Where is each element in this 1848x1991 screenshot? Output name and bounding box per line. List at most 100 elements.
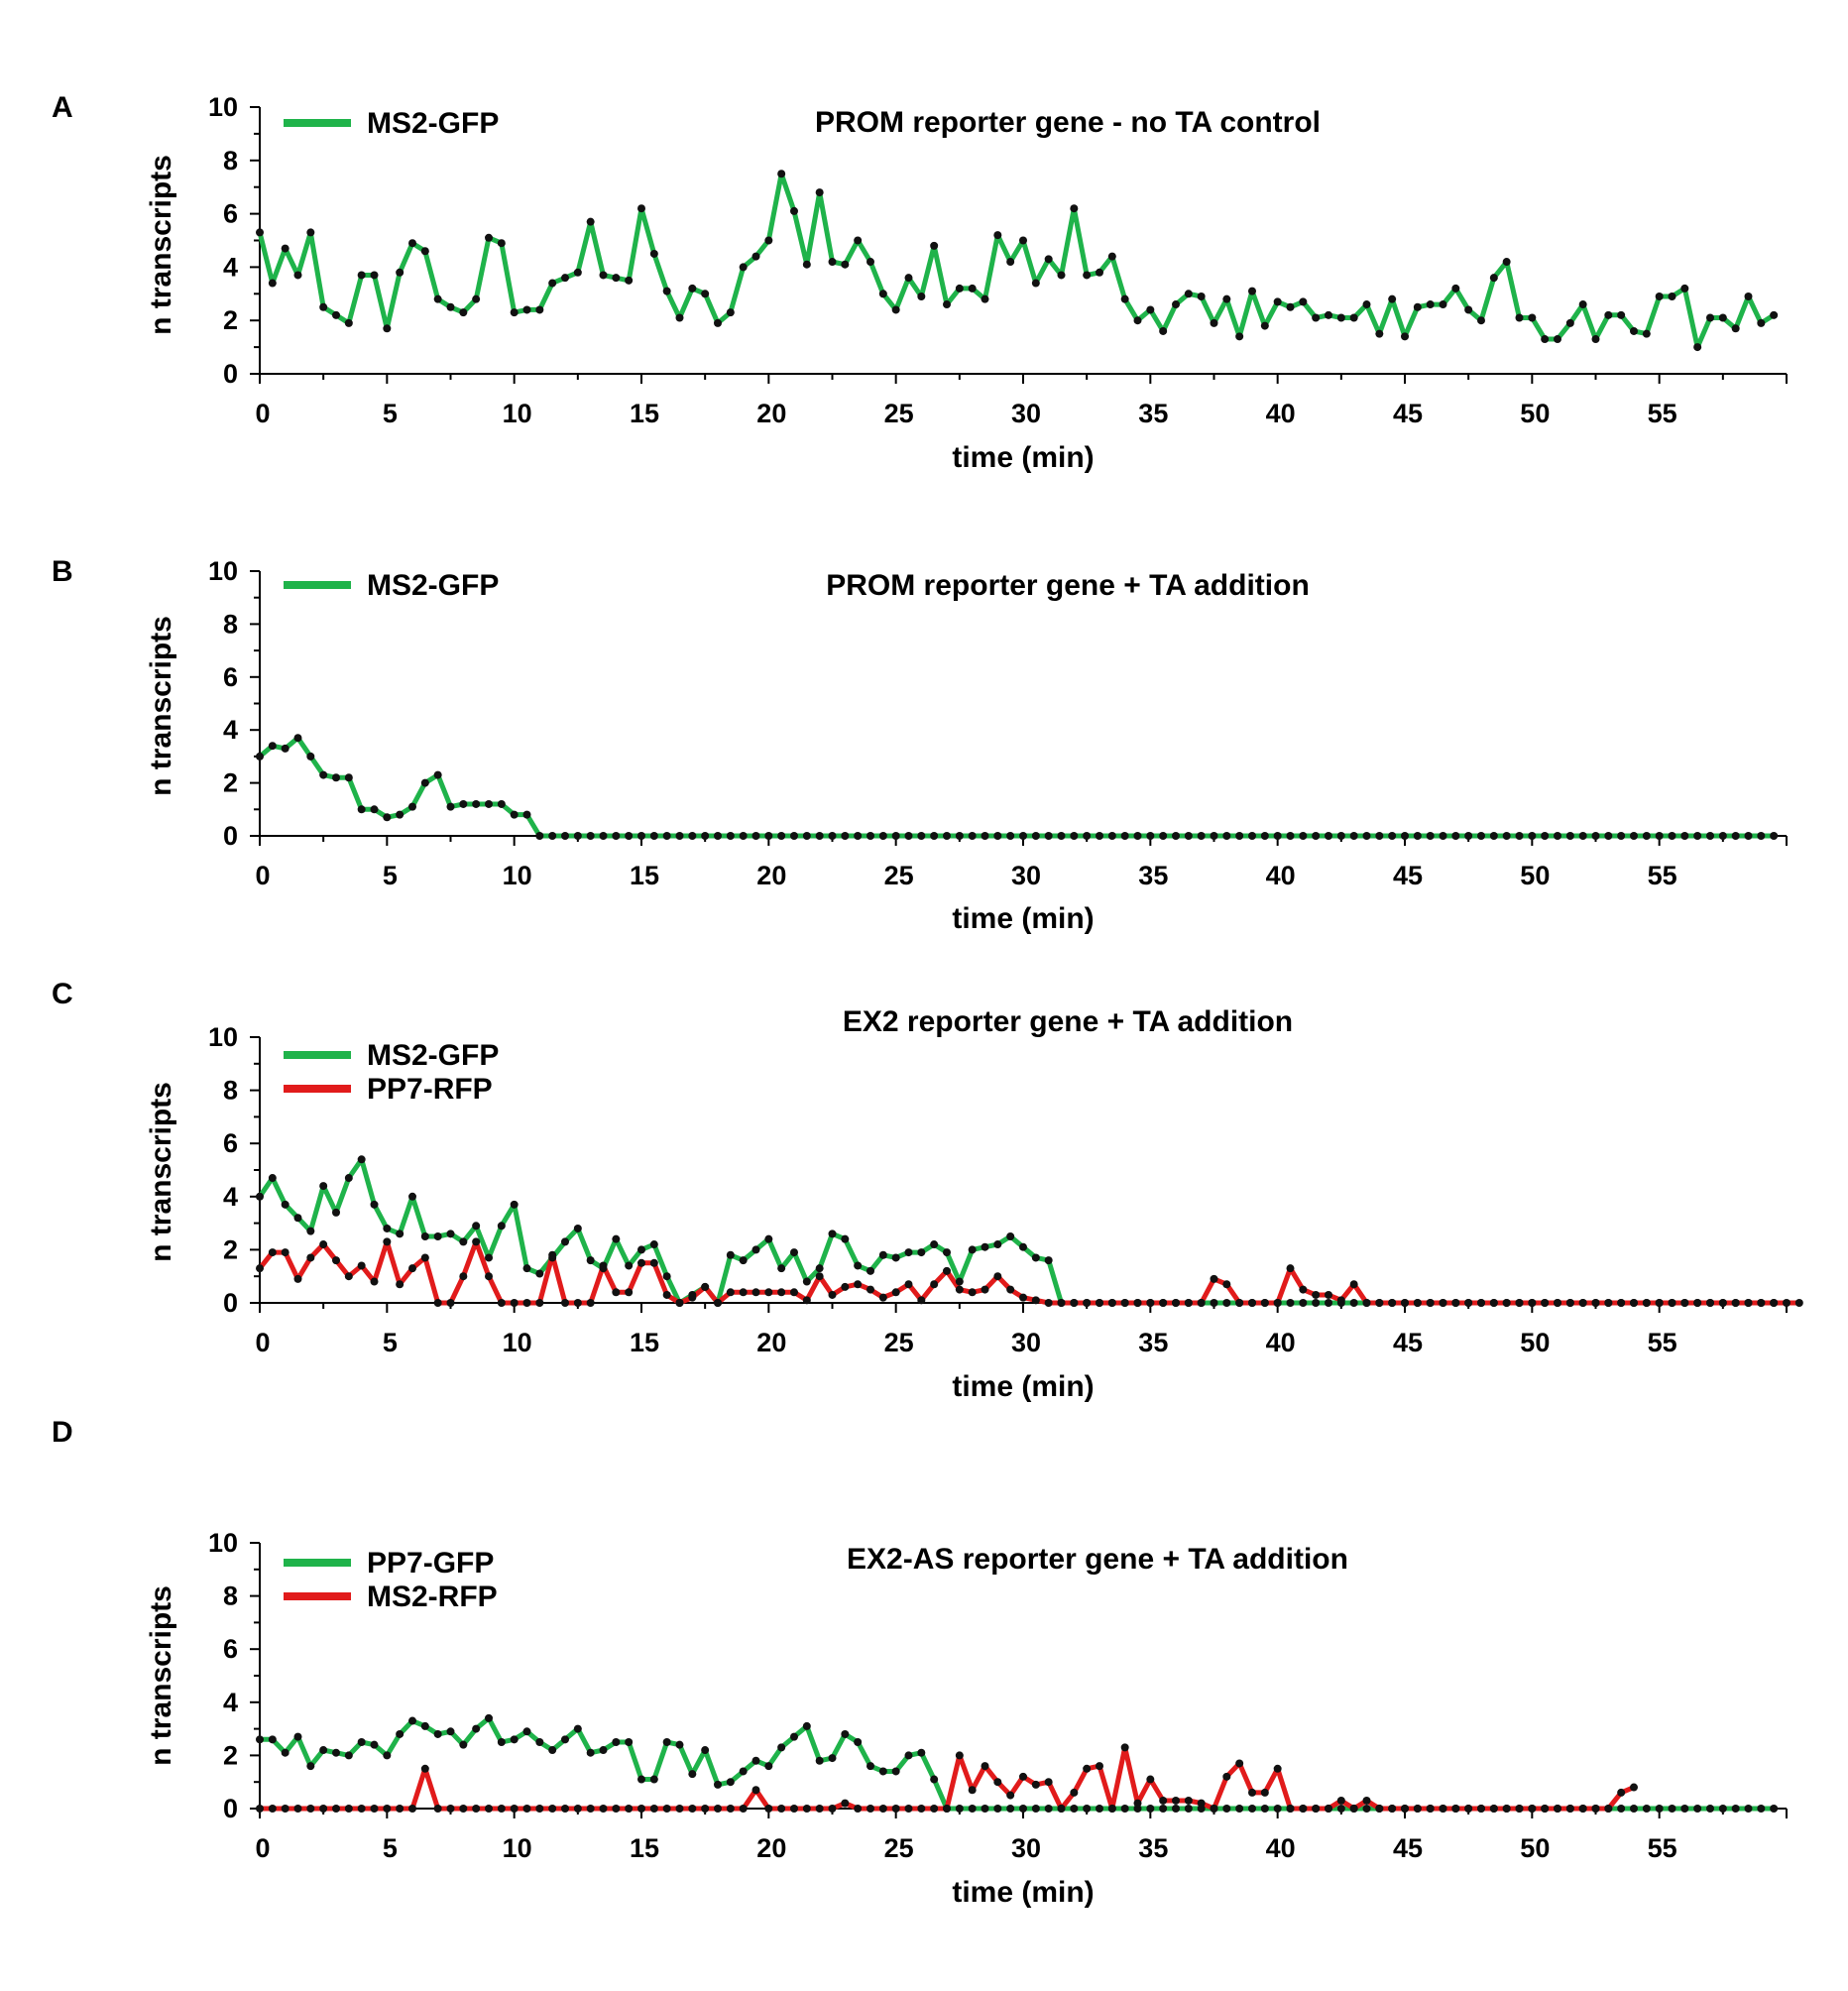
x-tick-label: 30 (1011, 861, 1041, 890)
data-point (1146, 1299, 1155, 1307)
data-point (891, 1805, 900, 1813)
data-point (485, 1272, 493, 1281)
legend-label-ms2-gfp: MS2-GFP (367, 107, 499, 140)
y-tick-label: 6 (223, 662, 238, 692)
data-point (662, 1272, 671, 1281)
y-tick-label: 4 (223, 715, 238, 745)
data-point (1083, 832, 1092, 840)
data-point (815, 832, 824, 840)
data-point (319, 1240, 328, 1249)
data-point (1655, 1299, 1664, 1307)
data-point (891, 1253, 900, 1262)
y-axis-label: n transcripts (145, 1585, 177, 1766)
data-point (662, 1805, 671, 1813)
x-tick-label: 30 (1011, 1328, 1041, 1357)
data-point (586, 1805, 595, 1813)
data-point (637, 832, 645, 840)
x-tick-label: 35 (1138, 861, 1168, 890)
data-point (1197, 1299, 1206, 1307)
data-point (548, 279, 557, 288)
data-point (854, 1261, 863, 1270)
data-point (675, 832, 684, 840)
data-point (510, 1735, 519, 1744)
data-point (1413, 302, 1422, 311)
x-tick-label: 20 (756, 1328, 786, 1357)
y-tick-label: 6 (223, 199, 238, 229)
data-point (917, 1805, 926, 1813)
data-point (1133, 1299, 1142, 1307)
data-point (917, 832, 926, 840)
y-tick-label: 8 (223, 609, 238, 639)
data-point (396, 810, 404, 819)
chart-title: PROM reporter gene + TA addition (826, 569, 1310, 602)
data-point (751, 1786, 760, 1795)
x-tick-label: 25 (884, 861, 914, 890)
data-point (751, 1288, 760, 1297)
data-point (688, 284, 697, 293)
x-tick-label: 50 (1520, 1833, 1550, 1863)
panel-letter: A (52, 91, 73, 124)
data-point (930, 1280, 939, 1289)
data-point (420, 247, 429, 256)
data-point (1668, 292, 1676, 300)
x-tick-label: 10 (503, 1328, 532, 1357)
data-point (1642, 1299, 1651, 1307)
data-point (854, 236, 863, 245)
data-point (1299, 832, 1308, 840)
data-point (751, 252, 760, 261)
series-line-ms2-gfp (258, 735, 1775, 839)
data-point (344, 1805, 353, 1813)
data-point (306, 1227, 315, 1235)
x-tick-label: 25 (884, 399, 914, 428)
data-point (955, 1277, 964, 1286)
data-point (1554, 335, 1561, 344)
data-point (1172, 1796, 1180, 1805)
data-point (714, 1780, 722, 1789)
data-point (1362, 832, 1371, 840)
data-point (485, 1805, 493, 1813)
data-point (1096, 1762, 1103, 1771)
data-point (472, 1724, 481, 1733)
x-tick-label: 35 (1138, 1328, 1168, 1357)
data-point (1706, 832, 1714, 840)
data-point (993, 1240, 1002, 1249)
data-point (420, 778, 429, 787)
data-point (1541, 832, 1550, 840)
data-point (612, 1288, 621, 1297)
data-point (1375, 832, 1384, 840)
data-point (1096, 1805, 1103, 1813)
panel-a: A 0 2 4 6 8 10 0 5 10 15 20 25 30 35 40 45 50 55 PROM re… (52, 91, 1788, 474)
data-point (319, 1746, 328, 1755)
legend: MS2-GFP PP7-RFP (284, 1039, 499, 1106)
data-point (1248, 1788, 1256, 1797)
data-point (612, 1234, 621, 1243)
data-point (726, 1805, 735, 1813)
data-point (790, 206, 798, 215)
data-point (701, 290, 710, 298)
data-point (1731, 1299, 1740, 1307)
data-point (446, 1805, 455, 1813)
data-point (1172, 1299, 1180, 1307)
data-point (1565, 1805, 1574, 1813)
data-point (256, 1192, 264, 1201)
data-point (1668, 832, 1676, 840)
data-point (1006, 1805, 1015, 1813)
x-ticks: 0 5 10 15 20 25 30 35 40 45 50 55 (255, 374, 1788, 428)
data-point (357, 1738, 366, 1746)
x-ticks: 0 5 10 15 20 25 30 35 40 45 50 55 (255, 1809, 1788, 1863)
data-point (497, 1738, 506, 1746)
x-tick-label: 0 (255, 399, 270, 428)
data-point (357, 271, 366, 280)
data-point (357, 805, 366, 814)
chart-title: PROM reporter gene - no TA control (815, 106, 1321, 139)
data-point (828, 1290, 837, 1299)
data-point (1222, 1299, 1231, 1307)
data-point (675, 1740, 684, 1749)
data-point (866, 1805, 874, 1813)
data-point (1604, 1805, 1613, 1813)
data-point (1273, 297, 1282, 306)
data-point (968, 832, 977, 840)
data-point (993, 231, 1002, 240)
data-point (1197, 1799, 1206, 1808)
data-point (383, 1751, 392, 1760)
